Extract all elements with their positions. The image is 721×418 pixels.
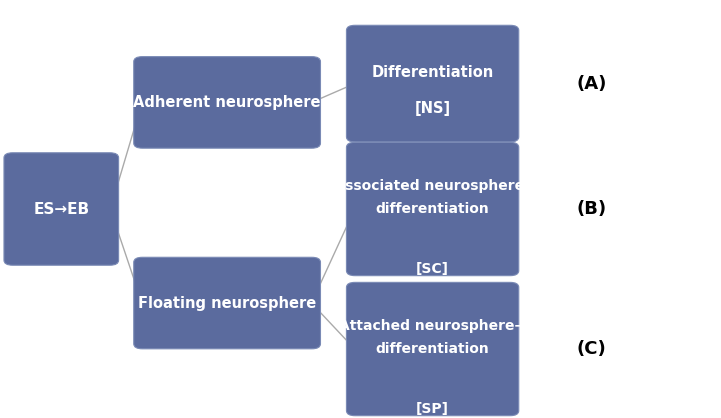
Text: differentiation: differentiation xyxy=(376,342,490,356)
Text: [NS]: [NS] xyxy=(415,102,451,116)
FancyBboxPatch shape xyxy=(134,257,321,349)
FancyBboxPatch shape xyxy=(346,283,519,415)
FancyBboxPatch shape xyxy=(346,142,519,276)
Text: (B): (B) xyxy=(576,200,606,218)
Text: Differentiation: Differentiation xyxy=(371,65,494,79)
FancyBboxPatch shape xyxy=(134,57,321,148)
Text: [SP]: [SP] xyxy=(416,402,449,416)
Text: Adherent neurosphere: Adherent neurosphere xyxy=(133,95,321,110)
Text: Floating neurosphere: Floating neurosphere xyxy=(138,296,317,311)
FancyBboxPatch shape xyxy=(4,153,118,265)
Text: [SC]: [SC] xyxy=(416,262,449,276)
FancyBboxPatch shape xyxy=(346,25,519,142)
Text: Dissociated neurosphere→: Dissociated neurosphere→ xyxy=(329,179,536,193)
Text: ES→EB: ES→EB xyxy=(33,201,89,217)
Text: (A): (A) xyxy=(576,74,606,93)
Text: Attached neurosphere→: Attached neurosphere→ xyxy=(339,319,526,333)
Text: differentiation: differentiation xyxy=(376,202,490,216)
Text: (C): (C) xyxy=(576,340,606,358)
